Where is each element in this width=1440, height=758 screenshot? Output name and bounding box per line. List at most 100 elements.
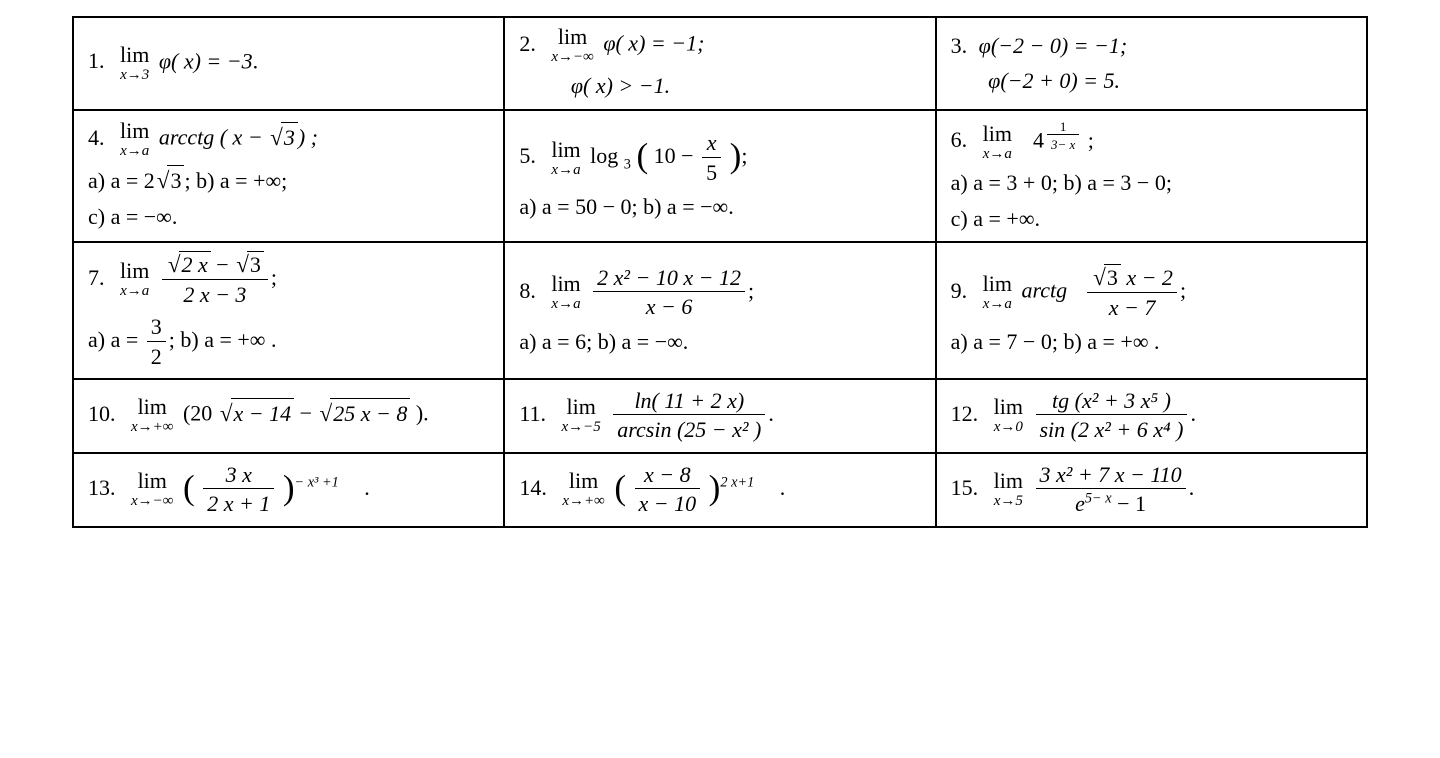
limit-symbol: lim x→+∞ bbox=[562, 470, 604, 509]
problem-number: 7. bbox=[88, 265, 105, 290]
inner-lead: 10 − bbox=[654, 143, 699, 168]
table-row: 10. lim x→+∞ (20 x − 14 − 25 x − 8 ). 11… bbox=[73, 379, 1367, 453]
problem-number: 3. bbox=[951, 33, 968, 58]
problem-number: 12. bbox=[951, 401, 979, 426]
tail: ). bbox=[410, 401, 428, 426]
exponent: − x³ +1 bbox=[295, 474, 339, 490]
expression: φ(−2 − 0) = −1; bbox=[979, 33, 1128, 58]
fraction: tg (x² + 3 x⁵ ) sin (2 x² + 6 x⁴ ) bbox=[1036, 388, 1188, 444]
limit-symbol: lim x→−∞ bbox=[551, 26, 593, 65]
fraction: 3 x − 2 x − 7 bbox=[1087, 264, 1177, 321]
cell-7: 7. lim x→a 2 x − 3 2 x − 3 ; a) a = 3 2 … bbox=[73, 242, 504, 379]
expression: φ( x) = −3 bbox=[159, 48, 253, 73]
expression: φ( x) = −1; bbox=[603, 31, 704, 56]
expression-line2: φ(−2 + 0) = 5. bbox=[988, 68, 1120, 93]
table-row: 1. lim x→3 φ( x) = −3. 2. lim x→−∞ φ( x)… bbox=[73, 17, 1367, 110]
cell-8: 8. lim x→a 2 x² − 10 x − 12 x − 6 ; a) a… bbox=[504, 242, 935, 379]
options: a) a = 6; b) a = −∞. bbox=[519, 327, 920, 357]
limit-symbol: lim x→−5 bbox=[562, 396, 601, 435]
tail: . bbox=[768, 401, 774, 426]
problem-number: 9. bbox=[951, 278, 968, 303]
limit-symbol: lim x→5 bbox=[994, 470, 1023, 509]
tail: . bbox=[780, 475, 786, 500]
fraction: 3 x 2 x + 1 bbox=[203, 462, 274, 518]
option-a-lead: a) a = bbox=[88, 327, 144, 352]
tail: . bbox=[253, 48, 259, 73]
option-a-tail: ; b) a = +∞ . bbox=[169, 327, 277, 352]
cell-4: 4. lim x→a arcctg ( x − 3) ; a) a = 23; … bbox=[73, 110, 504, 243]
cell-6: 6. lim x→a 413− x ; a) a = 3 + 0; b) a =… bbox=[936, 110, 1367, 243]
cell-3: 3. φ(−2 − 0) = −1; φ(−2 + 0) = 5. bbox=[936, 17, 1367, 110]
tail: ; bbox=[1180, 278, 1186, 303]
cell-10: 10. lim x→+∞ (20 x − 14 − 25 x − 8 ). bbox=[73, 379, 504, 453]
log-base: 3 bbox=[624, 157, 631, 173]
tail: ; bbox=[271, 265, 277, 290]
function: arcctg bbox=[159, 125, 214, 150]
fraction: 2 x − 3 2 x − 3 bbox=[162, 251, 268, 308]
tail: . bbox=[1190, 401, 1196, 426]
sqrt-icon: 3 bbox=[155, 165, 185, 196]
cell-13: 13. lim x→−∞ ( 3 x 2 x + 1 )− x³ +1 . bbox=[73, 453, 504, 527]
tail: ; bbox=[1088, 127, 1094, 152]
options: a) a = 7 − 0; b) a = +∞ . bbox=[951, 327, 1352, 357]
limit-symbol: lim x→a bbox=[120, 120, 149, 159]
problem-number: 6. bbox=[951, 127, 968, 152]
expression-line2: φ( x) > −1. bbox=[571, 73, 670, 98]
fraction: 2 x² − 10 x − 12 x − 6 bbox=[593, 265, 745, 321]
limit-symbol: lim x→−∞ bbox=[131, 470, 173, 509]
page: 1. lim x→3 φ( x) = −3. 2. lim x→−∞ φ( x)… bbox=[0, 0, 1440, 758]
base: 4 bbox=[1033, 127, 1044, 152]
limit-symbol: lim x→a bbox=[551, 139, 580, 178]
problems-table: 1. lim x→3 φ( x) = −3. 2. lim x→−∞ φ( x)… bbox=[72, 16, 1368, 528]
sqrt-icon: 2 x bbox=[166, 251, 211, 279]
cell-9: 9. lim x→a arctg 3 x − 2 x − 7 ; a) a = … bbox=[936, 242, 1367, 379]
problem-number: 2. bbox=[519, 31, 536, 56]
problem-number: 8. bbox=[519, 278, 536, 303]
cell-1: 1. lim x→3 φ( x) = −3. bbox=[73, 17, 504, 110]
cell-15: 15. lim x→5 3 x² + 7 x − 110 e5− x − 1 . bbox=[936, 453, 1367, 527]
options-ab: a) a = 3 + 0; b) a = 3 − 0; bbox=[951, 168, 1352, 198]
tail: . bbox=[364, 475, 370, 500]
arg-suffix: ) ; bbox=[298, 125, 318, 150]
option-a: a) a = 2 bbox=[88, 168, 155, 193]
problem-number: 4. bbox=[88, 125, 105, 150]
options: a) a = 50 − 0; b) a = −∞. bbox=[519, 192, 920, 222]
cell-14: 14. lim x→+∞ ( x − 8 x − 10 )2 x+1 . bbox=[504, 453, 935, 527]
cell-12: 12. lim x→0 tg (x² + 3 x⁵ ) sin (2 x² + … bbox=[936, 379, 1367, 453]
exponent: 13− x bbox=[1044, 127, 1082, 143]
problem-number: 14. bbox=[519, 475, 547, 500]
cell-11: 11. lim x→−5 ln( 11 + 2 x) arcsin (25 − … bbox=[504, 379, 935, 453]
fraction: x 5 bbox=[702, 130, 721, 186]
sqrt-icon: 3 bbox=[234, 251, 264, 279]
table-row: 4. lim x→a arcctg ( x − 3) ; a) a = 23; … bbox=[73, 110, 1367, 243]
tail: . bbox=[1189, 475, 1195, 500]
lead: (20 bbox=[183, 401, 218, 426]
table-row: 13. lim x→−∞ ( 3 x 2 x + 1 )− x³ +1 . 14… bbox=[73, 453, 1367, 527]
option-c: c) a = +∞. bbox=[951, 204, 1352, 234]
problem-number: 10. bbox=[88, 401, 116, 426]
limit-symbol: lim x→a bbox=[120, 260, 149, 299]
log: log bbox=[590, 143, 618, 168]
function: arctg bbox=[1022, 278, 1068, 303]
table-row: 7. lim x→a 2 x − 3 2 x − 3 ; a) a = 3 2 … bbox=[73, 242, 1367, 379]
sqrt-icon: x − 14 bbox=[218, 398, 294, 429]
option-a-tail: ; b) a = +∞; bbox=[184, 168, 287, 193]
fraction: 3 x² + 7 x − 110 e5− x − 1 bbox=[1036, 462, 1186, 518]
limit-symbol: lim x→a bbox=[551, 273, 580, 312]
limit-symbol: lim x→+∞ bbox=[131, 396, 173, 435]
cell-5: 5. lim x→a log 3 ( 10 − x 5 ); a) a = 50… bbox=[504, 110, 935, 243]
limit-symbol: lim x→0 bbox=[994, 396, 1023, 435]
fraction: 3 2 bbox=[147, 314, 166, 370]
tail: ; bbox=[748, 278, 754, 303]
sqrt-icon: 3 bbox=[1091, 264, 1121, 292]
tail: ; bbox=[741, 143, 747, 168]
option-c: c) a = −∞. bbox=[88, 202, 489, 232]
problem-number: 13. bbox=[88, 475, 116, 500]
sqrt-icon: 25 x − 8 bbox=[318, 398, 411, 429]
problem-number: 1. bbox=[88, 48, 105, 73]
cell-2: 2. lim x→−∞ φ( x) = −1; φ( x) > −1. bbox=[504, 17, 935, 110]
fraction: ln( 11 + 2 x) arcsin (25 − x² ) bbox=[613, 388, 765, 444]
arg-prefix: ( x − bbox=[220, 125, 268, 150]
exponent: 2 x+1 bbox=[720, 474, 754, 490]
limit-symbol: lim x→a bbox=[983, 123, 1012, 162]
